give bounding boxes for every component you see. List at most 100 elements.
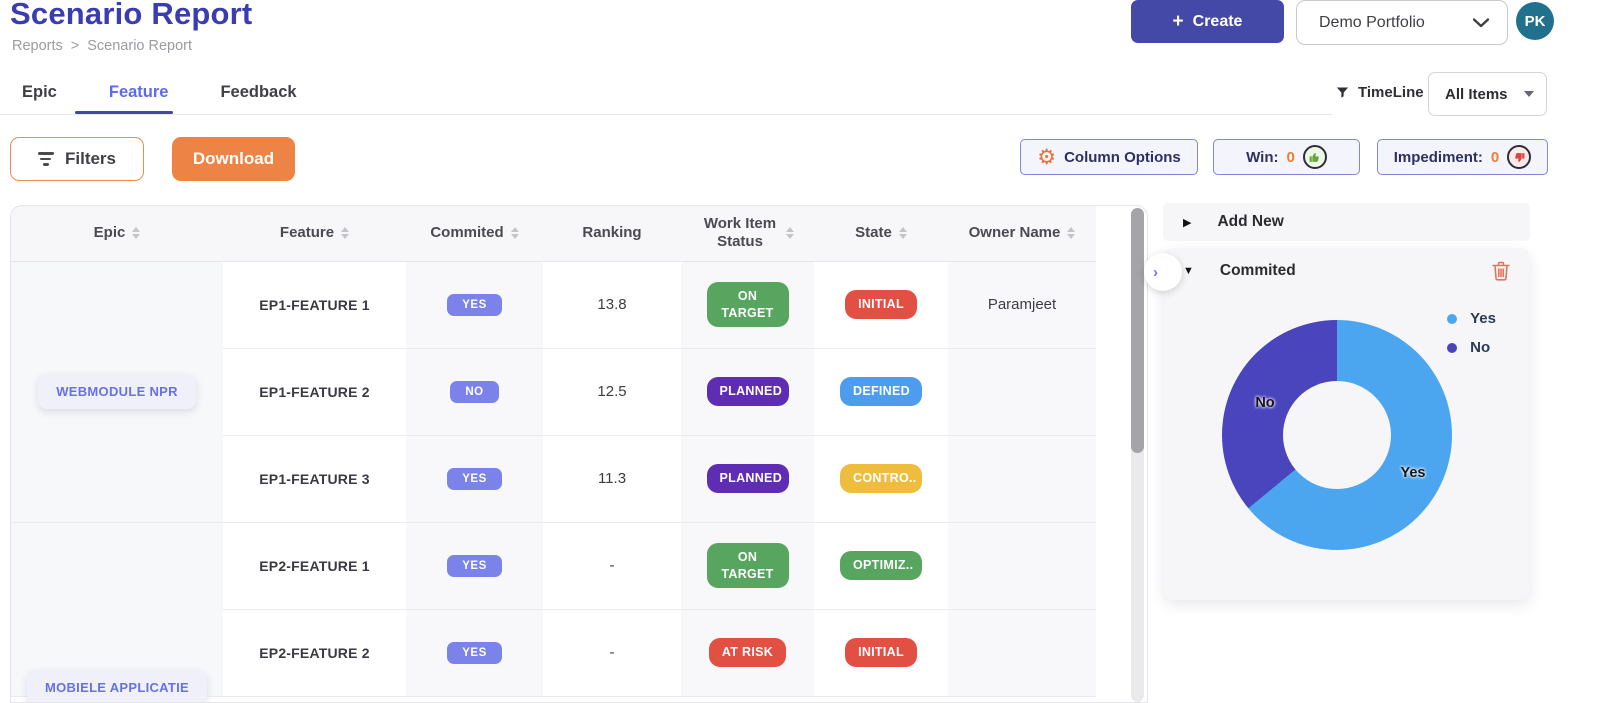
owner-cell	[948, 522, 1096, 610]
table-row[interactable]: MOBIELE APPLICATIE EP2-FEATURE 1 YES - ON TA…	[11, 522, 1096, 702]
feature-cell: EP1-FEATURE 1	[223, 261, 406, 349]
work-item-status-badge: AT RISK	[708, 638, 787, 667]
legend-label-no: No	[1470, 339, 1491, 356]
tab-bar: Epic Feature Feedback	[22, 83, 297, 116]
add-new-label: Add New	[1217, 213, 1284, 230]
tabs-divider	[0, 114, 1332, 115]
plus-icon: +	[1172, 11, 1184, 32]
sort-icon[interactable]	[341, 227, 350, 240]
legend-dot-yes	[1447, 313, 1458, 324]
breadcrumb-current: Scenario Report	[87, 38, 193, 54]
win-label: Win:	[1246, 148, 1279, 166]
page-title: Scenario Report	[10, 0, 253, 31]
ranking-cell: -	[543, 609, 681, 697]
work-item-status-badge: PLANNED	[706, 464, 789, 493]
create-button[interactable]: + Create	[1131, 0, 1284, 43]
sort-icon[interactable]	[132, 227, 141, 240]
legend-item-yes[interactable]: Yes	[1447, 310, 1496, 327]
epic-pill[interactable]: MOBIELE APPLICATIE	[26, 669, 208, 702]
column-label: Feature	[279, 223, 335, 241]
work-item-status-cell: PLANNED	[681, 435, 814, 523]
column-options-label: Column Options	[1064, 148, 1181, 166]
state-cell: CONTRO..	[814, 435, 948, 523]
filter-icon	[37, 152, 54, 166]
state-cell: OPTIMIZ..	[814, 522, 948, 610]
state-badge: INITIAL	[845, 638, 917, 667]
column-header-epic[interactable]: Epic	[11, 206, 223, 262]
filters-button-label: Filters	[64, 149, 117, 168]
add-new-accordion[interactable]: ▶ Add New	[1163, 203, 1530, 241]
ranking-cell: 12.5	[543, 348, 681, 436]
column-label: Epic	[93, 223, 126, 241]
gear-icon: ⚙	[1037, 145, 1057, 169]
expanded-arrow-icon[interactable]: ▼	[1183, 265, 1194, 277]
state-cell: DEFINED	[814, 348, 948, 436]
avatar[interactable]: PK	[1516, 2, 1554, 40]
caret-down-icon	[1524, 91, 1534, 97]
timeline-filter[interactable]: TimeLine	[1335, 84, 1424, 101]
feature-cell: EP1-FEATURE 2	[223, 348, 406, 436]
win-button[interactable]: Win: 0	[1213, 139, 1360, 175]
commited-badge: YES	[447, 467, 502, 490]
breadcrumb-parent[interactable]: Reports	[12, 38, 63, 54]
impediment-button[interactable]: Impediment: 0	[1377, 139, 1548, 175]
filters-button[interactable]: Filters	[10, 137, 144, 181]
commited-cell: YES	[406, 609, 543, 697]
sort-icon[interactable]	[786, 227, 794, 240]
timeline-label: TimeLine	[1358, 84, 1424, 101]
table-row[interactable]: EP1-FEATURE 3 YES 11.3 PLANNED CONTRO..	[11, 435, 1096, 523]
column-label: Work Item Status	[703, 214, 777, 251]
column-header-commited[interactable]: Commited	[406, 206, 543, 262]
commited-cell: NO	[406, 348, 543, 436]
feature-cell: EP2-FEATURE 2	[223, 609, 406, 697]
commited-badge: NO	[450, 380, 499, 403]
collapsed-arrow-icon: ▶	[1183, 216, 1192, 229]
ranking-cell: 13.8	[543, 261, 681, 349]
owner-cell	[948, 435, 1096, 523]
work-item-status-badge: ON TARGET	[706, 542, 789, 589]
ranking-cell: -	[543, 522, 681, 610]
sort-icon[interactable]	[1067, 227, 1076, 240]
tab-feedback[interactable]: Feedback	[220, 83, 297, 101]
table-scrollbar-track[interactable]	[1131, 208, 1144, 702]
trash-icon	[1492, 261, 1510, 281]
commited-badge: YES	[447, 293, 502, 316]
items-filter-value: All Items	[1445, 85, 1508, 103]
owner-cell: Paramjeet	[948, 261, 1096, 349]
table-row[interactable]: WEBMODULE NPR EP1-FEATURE 1 YES 13.8 ON TARG…	[11, 261, 1096, 523]
work-item-status-cell: ON TARGET	[681, 522, 814, 610]
commited-badge: YES	[447, 554, 502, 577]
sort-icon[interactable]	[510, 227, 519, 240]
thumbs-up-icon	[1302, 145, 1327, 169]
state-cell: INITIAL	[814, 261, 948, 349]
column-header-owner-name[interactable]: Owner Name	[948, 206, 1096, 262]
column-options-button[interactable]: ⚙ Column Options	[1020, 139, 1198, 175]
commited-widget: ▼ Commited No Yes Yes No	[1163, 248, 1530, 600]
commited-badge: YES	[447, 641, 502, 664]
column-header-work-item-status[interactable]: Work Item Status	[681, 206, 814, 262]
impediment-count: 0	[1490, 148, 1500, 166]
legend-item-no[interactable]: No	[1447, 339, 1496, 356]
tab-epic[interactable]: Epic	[22, 83, 57, 101]
panel-collapse-button[interactable]: ›	[1144, 253, 1182, 291]
epic-pill[interactable]: WEBMODULE NPR	[38, 374, 196, 409]
portfolio-dropdown[interactable]: Demo Portfolio	[1296, 0, 1508, 45]
work-item-status-cell: AT RISK	[681, 609, 814, 697]
work-item-status-cell: ON TARGET	[681, 261, 814, 349]
column-header-feature[interactable]: Feature	[223, 206, 406, 262]
sort-icon[interactable]	[898, 227, 907, 240]
legend-dot-no	[1447, 342, 1458, 353]
commited-donut-chart[interactable]: No Yes	[1222, 320, 1452, 550]
delete-widget-button[interactable]	[1492, 261, 1510, 281]
portfolio-dropdown-value: Demo Portfolio	[1319, 13, 1425, 31]
tab-feature[interactable]: Feature	[108, 83, 169, 101]
table-row[interactable]: EP2-FEATURE 2 YES - AT RISK INITIAL	[11, 609, 1096, 697]
column-header-state[interactable]: State	[814, 206, 948, 262]
items-filter-dropdown[interactable]: All Items	[1428, 72, 1547, 116]
table-row[interactable]: EP1-FEATURE 2 NO 12.5 PLANNED DEFINED	[11, 348, 1096, 436]
table-scrollbar-thumb[interactable]	[1131, 208, 1144, 453]
state-badge: INITIAL	[845, 290, 917, 319]
work-item-status-cell: PLANNED	[681, 348, 814, 436]
funnel-icon	[1336, 87, 1349, 98]
download-button[interactable]: Download	[172, 137, 295, 181]
